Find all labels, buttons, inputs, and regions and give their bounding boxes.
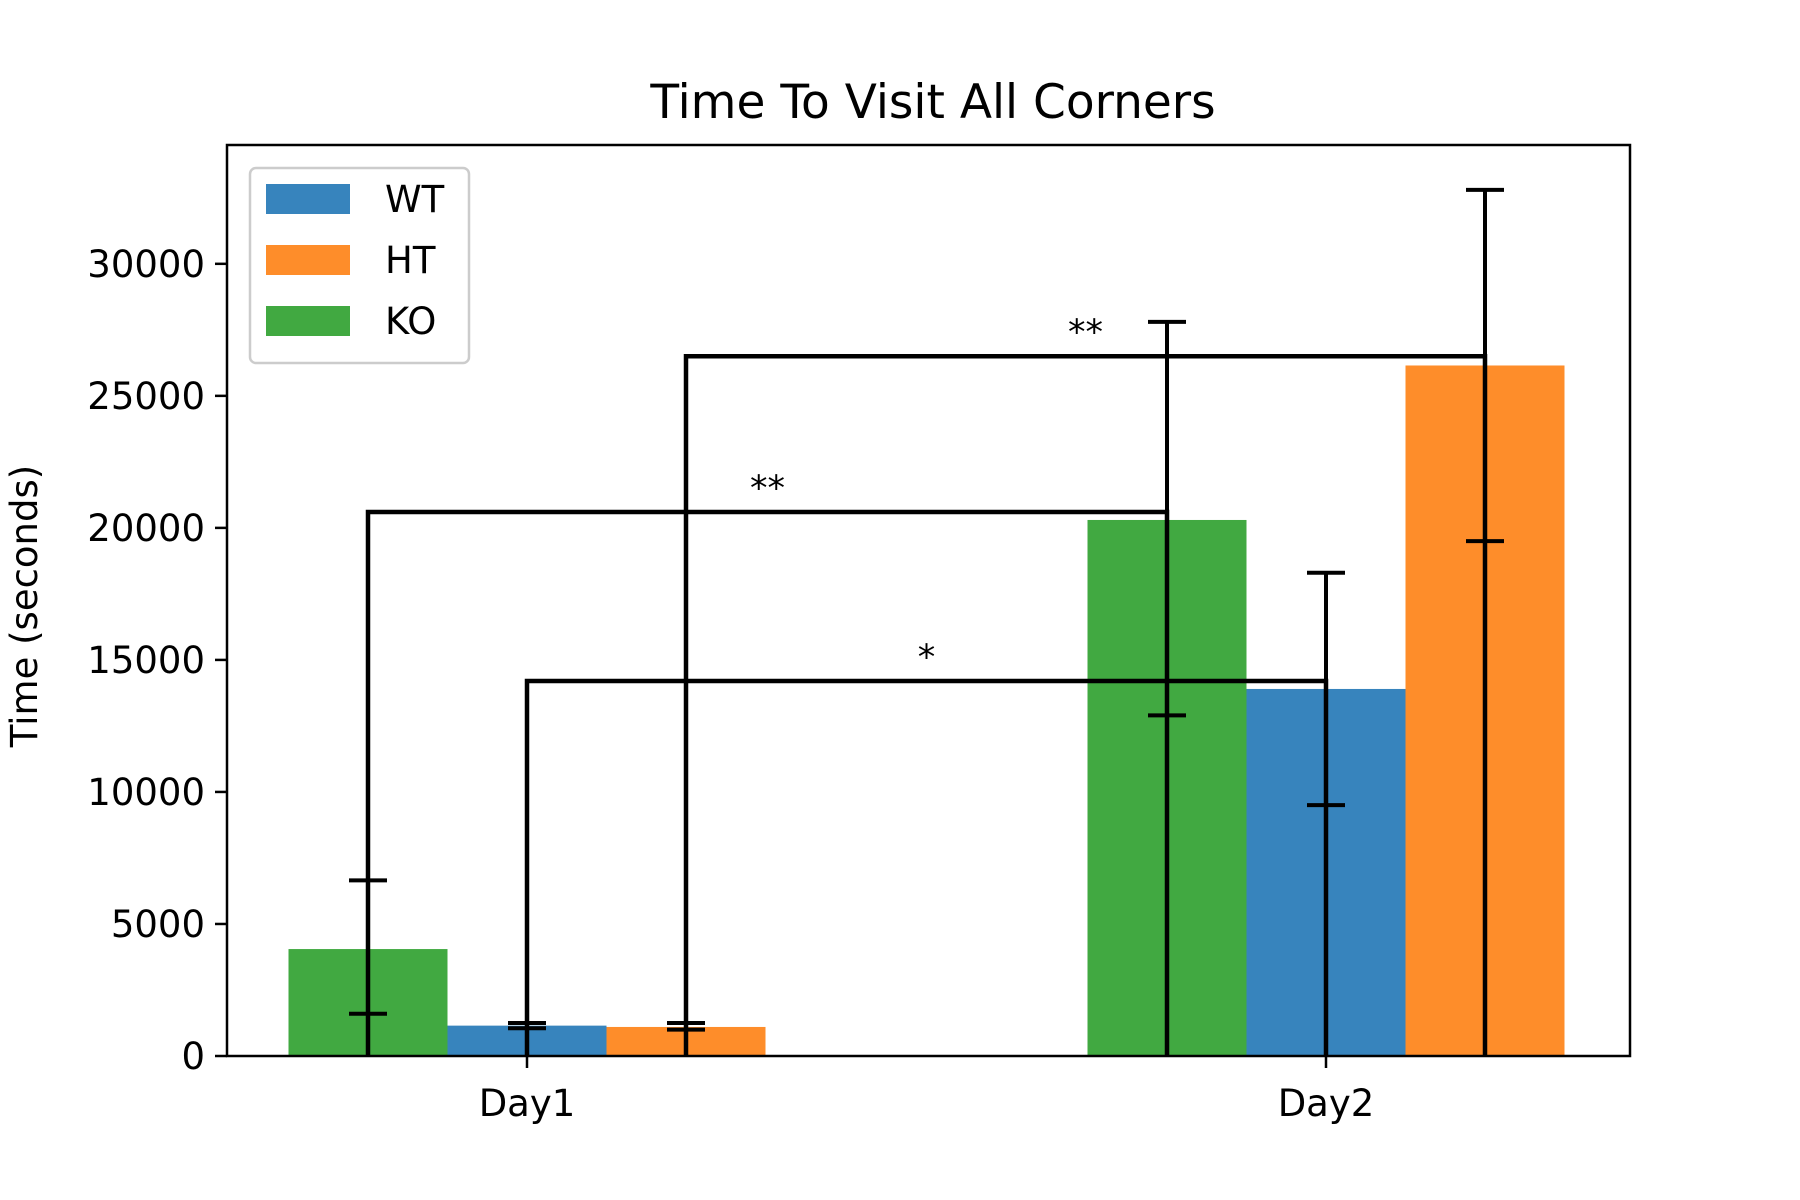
y-tick-label: 15000 <box>87 639 205 682</box>
legend-swatch <box>266 184 350 214</box>
y-tick-label: 30000 <box>87 243 205 286</box>
significance-bracket-3: ** <box>683 313 1488 1056</box>
significance-layer: ***** <box>365 313 1488 1056</box>
legend-item-wt: WT <box>266 178 445 221</box>
significance-bracket-2: * <box>524 638 1329 1056</box>
x-axis: Day1 Day2 <box>479 1056 1375 1125</box>
y-axis: 0 5000 10000 15000 20000 25000 30000 <box>87 243 227 1078</box>
legend-swatch <box>266 245 350 275</box>
y-tick-label: 25000 <box>87 375 205 418</box>
legend-swatch <box>266 306 350 336</box>
legend: WT HT KO <box>248 166 471 365</box>
x-tick-label: Day2 <box>1278 1082 1375 1125</box>
legend-item-ko: KO <box>266 300 436 343</box>
significance-label-1: ** <box>750 469 785 509</box>
y-axis-label: Time (seconds) <box>3 465 46 748</box>
significance-label-3: ** <box>1068 313 1103 353</box>
y-tick-label: 10000 <box>87 771 205 814</box>
y-tick-label: 20000 <box>87 507 205 550</box>
bars-layer <box>288 365 1565 1056</box>
significance-bracket-1: ** <box>365 469 1170 1056</box>
y-tick-label: 5000 <box>111 903 205 946</box>
plot-frame <box>225 143 1632 1058</box>
significance-label-2: * <box>918 638 936 678</box>
legend-item-ht: HT <box>266 239 436 282</box>
legend-label: WT <box>385 178 445 221</box>
x-tick-label: Day1 <box>479 1082 576 1125</box>
y-tick-label: 0 <box>181 1035 205 1078</box>
chart-title: Time To Visit All Corners <box>649 75 1215 130</box>
legend-label: HT <box>385 239 436 282</box>
legend-label: KO <box>385 300 436 343</box>
